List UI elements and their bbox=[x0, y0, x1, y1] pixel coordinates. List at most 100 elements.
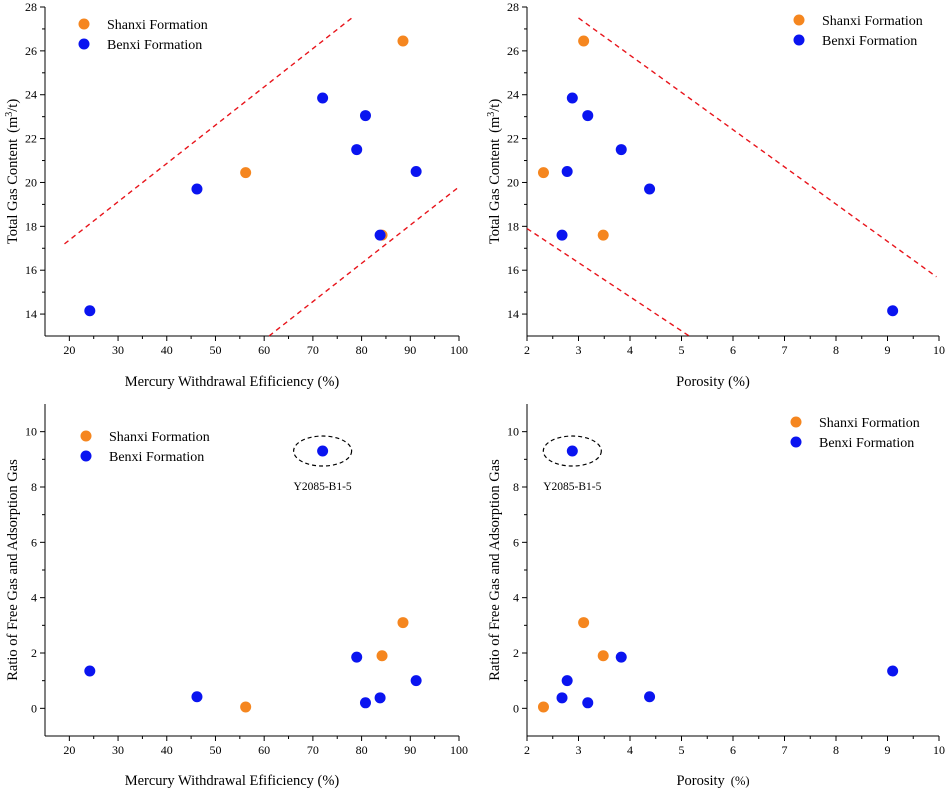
legend-label: Shanxi Formation bbox=[107, 18, 208, 33]
chart-bl: 20 30 40 50 60 70 80 90 100 0 2 4 6 8 10 Mercury Withdr… bbox=[5, 404, 468, 789]
x-axis-title-text: Mercury Withdrawal Efificiency (%) bbox=[125, 374, 340, 390]
data-point bbox=[397, 35, 409, 47]
x-tick-label: 5 bbox=[679, 343, 685, 357]
chart-tr: 2 3 4 5 6 7 8 9 10 14 16 18 20 22 24 26 28 Porosity (%) To… bbox=[486, 0, 945, 390]
x-tick-label: 7 bbox=[782, 743, 788, 757]
legend-marker bbox=[790, 436, 802, 448]
x-tick-label: 60 bbox=[258, 743, 270, 757]
data-point bbox=[191, 691, 203, 703]
x-tick-label: 50 bbox=[209, 743, 221, 757]
y-axis-title-text: Ratio of Free Gas and Adsorption Gas bbox=[487, 459, 503, 681]
legend-label: Benxi Formation bbox=[109, 450, 204, 465]
legend-marker bbox=[793, 34, 805, 46]
highlight-ellipse bbox=[293, 435, 353, 467]
data-point bbox=[566, 445, 578, 457]
x-tick-label: 30 bbox=[112, 343, 124, 357]
data-point bbox=[537, 167, 549, 179]
y-axis-unit-prefix: (m bbox=[487, 116, 503, 133]
data-point bbox=[84, 305, 96, 317]
y-tick-label: 24 bbox=[507, 88, 519, 102]
legend-label: Benxi Formation bbox=[822, 34, 917, 49]
x-axis-title-text: Porosity bbox=[676, 773, 725, 789]
chart-br: 2 3 4 5 6 7 8 9 10 0 2 4 6 8 10 Porosity (%) Ratio of Fre… bbox=[487, 404, 945, 789]
y-tick-label: 6 bbox=[513, 535, 519, 549]
legend: Shanxi Formation Benxi Formation bbox=[80, 430, 210, 465]
trend-envelope-line bbox=[526, 227, 690, 337]
legend: Shanxi Formation Benxi Formation bbox=[78, 18, 208, 53]
legend: Shanxi Formation Benxi Formation bbox=[793, 14, 923, 49]
x-tick-label: 9 bbox=[885, 743, 891, 757]
y-tick-label: 20 bbox=[507, 175, 519, 189]
series-shanxi bbox=[240, 617, 409, 713]
y-tick-label: 4 bbox=[31, 591, 37, 605]
y-tick-label: 10 bbox=[507, 425, 519, 439]
legend-label: Benxi Formation bbox=[107, 38, 202, 53]
data-point bbox=[556, 229, 568, 241]
data-point bbox=[582, 697, 594, 709]
y-tick-label: 4 bbox=[513, 591, 519, 605]
y-axis-unit-suffix: /t) bbox=[5, 99, 21, 112]
data-point bbox=[582, 110, 594, 122]
legend-label: Shanxi Formation bbox=[109, 430, 210, 445]
y-axis-unit-prefix: (m bbox=[5, 116, 21, 133]
y-tick-label: 0 bbox=[31, 701, 37, 715]
y-tick-label: 18 bbox=[507, 219, 519, 233]
legend-label: Shanxi Formation bbox=[819, 416, 920, 431]
y-axis-title-text: Total Gas Content bbox=[487, 139, 503, 244]
data-point bbox=[240, 167, 252, 179]
data-point bbox=[644, 183, 656, 195]
data-point bbox=[578, 35, 590, 47]
data-point bbox=[351, 144, 363, 156]
x-tick-label: 6 bbox=[730, 743, 736, 757]
series-benxi bbox=[556, 445, 899, 709]
y-axis-unit-exponent: 3 bbox=[4, 112, 15, 117]
data-point bbox=[887, 305, 899, 317]
y-tick-label: 16 bbox=[25, 263, 37, 277]
x-axis-title-text: Mercury Withdrawal Efificiency (%) bbox=[125, 773, 340, 789]
series-benxi bbox=[84, 445, 422, 709]
x-tick-label: 90 bbox=[404, 743, 416, 757]
x-tick-label: 10 bbox=[933, 343, 945, 357]
data-point bbox=[359, 697, 371, 709]
y-axis-unit-exponent: 3 bbox=[486, 112, 497, 117]
data-point bbox=[317, 445, 329, 457]
y-tick-label: 6 bbox=[31, 535, 37, 549]
x-tick-label: 20 bbox=[63, 343, 75, 357]
x-tick-label: 4 bbox=[627, 743, 633, 757]
data-point bbox=[615, 651, 627, 663]
y-tick-label: 8 bbox=[513, 480, 519, 494]
y-tick-label: 20 bbox=[25, 175, 37, 189]
x-tick-label: 50 bbox=[209, 343, 221, 357]
x-tick-label: 40 bbox=[161, 343, 173, 357]
y-tick-label: 14 bbox=[507, 307, 519, 321]
legend-marker bbox=[793, 14, 805, 26]
y-tick-label: 2 bbox=[31, 646, 37, 660]
x-axis-title: Mercury Withdrawal Efificiency (%) bbox=[125, 374, 340, 390]
x-tick-label: 80 bbox=[356, 743, 368, 757]
x-tick-label: 30 bbox=[112, 743, 124, 757]
x-tick-label: 40 bbox=[161, 743, 173, 757]
y-tick-label: 18 bbox=[25, 219, 37, 233]
series-shanxi bbox=[240, 35, 409, 241]
x-tick-label: 90 bbox=[404, 343, 416, 357]
x-tick-label: 2 bbox=[524, 743, 530, 757]
data-point bbox=[410, 675, 422, 687]
data-point bbox=[410, 166, 422, 177]
data-point bbox=[191, 183, 203, 195]
x-tick-label: 5 bbox=[679, 743, 685, 757]
data-point bbox=[578, 617, 590, 629]
data-point bbox=[351, 651, 363, 663]
y-tick-label: 22 bbox=[507, 132, 519, 146]
y-tick-label: 14 bbox=[25, 307, 37, 321]
x-tick-label: 7 bbox=[782, 343, 788, 357]
x-tick-label: 6 bbox=[730, 343, 736, 357]
data-point bbox=[561, 166, 573, 177]
series-shanxi bbox=[537, 35, 609, 241]
y-tick-label: 10 bbox=[25, 425, 37, 439]
x-axis-title: Porosity (%) bbox=[676, 773, 749, 789]
x-axis-title-text: Porosity (%) bbox=[676, 374, 750, 390]
chart-tl: 20 30 40 50 60 70 80 90 100 14 16 18 20 22 24 26 28 Mercu… bbox=[4, 0, 468, 390]
data-point bbox=[597, 650, 609, 662]
y-tick-label: 26 bbox=[25, 44, 37, 58]
x-tick-label: 9 bbox=[885, 343, 891, 357]
